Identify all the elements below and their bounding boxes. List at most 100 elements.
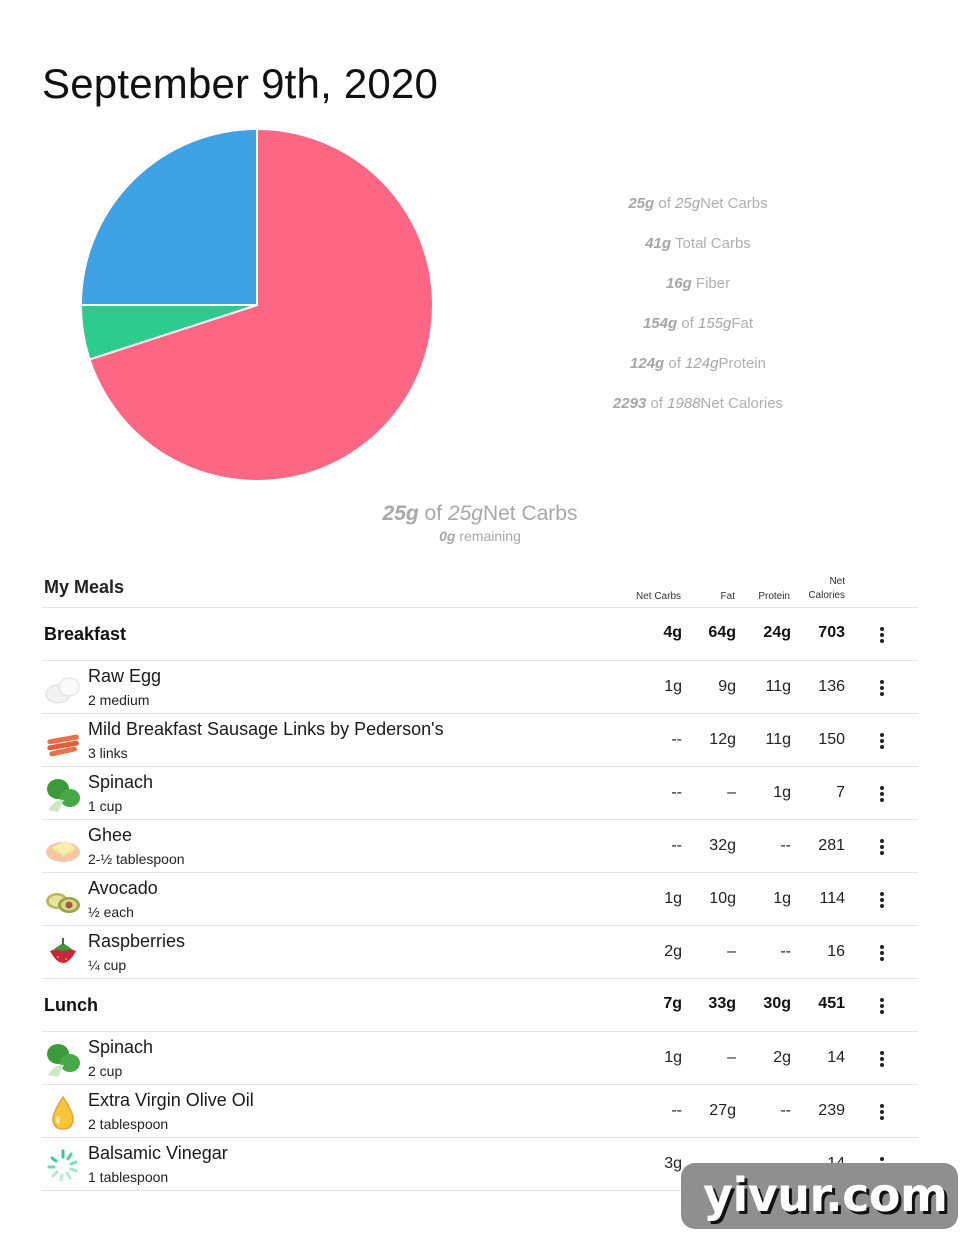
food-fat: –: [727, 943, 736, 960]
more-options-icon[interactable]: [876, 625, 888, 645]
more-options-icon[interactable]: [876, 784, 888, 804]
macro-pie-chart: [80, 128, 434, 482]
food-net-carbs: --: [671, 1102, 682, 1119]
food-protein: 11g: [765, 678, 791, 695]
raspberry-icon: [50, 938, 76, 964]
more-options-icon[interactable]: [876, 890, 888, 910]
food-serving: 2-½ tablespoon: [88, 851, 185, 867]
food-serving: ½ each: [88, 904, 134, 920]
col-header-net: Net: [829, 576, 845, 587]
food-row-spinach[interactable]: Spinach 2 cup 1g – 2g 14: [42, 1032, 918, 1085]
food-row-spinach[interactable]: Spinach 1 cup -- – 1g 7: [42, 767, 918, 820]
summary-of: of: [658, 195, 671, 212]
summary-goal: 25g: [675, 195, 701, 212]
summary-label: Total Carbs: [674, 235, 751, 252]
food-calories: 7: [836, 784, 845, 801]
summary-net-calories: 2293 of 1988Net Calories: [560, 393, 836, 433]
summary-fat: 154g of 155gFat: [560, 313, 836, 353]
pie-slice-protein: [80, 128, 258, 306]
food-name: Ghee: [88, 825, 133, 845]
food-net-carbs: --: [671, 731, 682, 748]
pie-slice-fat: [88, 128, 434, 482]
food-name: Raspberries: [88, 931, 186, 951]
food-fat: 12g: [709, 731, 736, 748]
summary-net-carbs: 25g of 25gNet Carbs: [560, 193, 836, 233]
butter-icon: [46, 841, 80, 862]
pie-svg: [80, 128, 434, 482]
col-header-fat: Fat: [720, 591, 735, 602]
food-serving: 1 cup: [88, 798, 123, 814]
page-title: September 9th, 2020: [42, 60, 439, 107]
col-header-net-calories: Net Calories: [808, 575, 845, 603]
food-fat: –: [727, 784, 736, 801]
meal-name: Lunch: [44, 995, 98, 1015]
food-name: Avocado: [88, 878, 158, 898]
watermark-text: yivur.com: [703, 1168, 948, 1222]
food-fat: 9g: [718, 678, 736, 695]
col-header-net-carbs: Net Carbs: [635, 591, 681, 602]
food-row-raspberries[interactable]: Raspberries ¼ cup 2g – -- 16: [42, 926, 918, 979]
food-protein: --: [780, 837, 791, 854]
net-carbs-of: of: [424, 502, 443, 525]
food-name: Balsamic Vinegar: [88, 1143, 228, 1163]
food-serving: 3 links: [88, 745, 128, 761]
summary-label: Net Carbs: [700, 195, 768, 212]
net-carbs-goal: 25g: [447, 502, 483, 525]
spinach-icon: [47, 1044, 80, 1077]
food-protein: 1g: [773, 890, 791, 907]
sausage-icon: [47, 734, 79, 757]
meals-table: My Meals Net Carbs Fat Protein Net Calor…: [42, 566, 918, 1191]
food-protein: 1g: [773, 784, 791, 801]
meal-fat: 64g: [708, 624, 736, 641]
net-carbs-total: 25g of 25gNet Carbs: [280, 500, 680, 528]
summary-goal: 155g: [698, 315, 732, 332]
more-options-icon[interactable]: [876, 996, 888, 1016]
summary-of: of: [668, 355, 681, 372]
food-serving: ¼ cup: [88, 957, 127, 973]
meal-protein: 30g: [763, 995, 791, 1012]
summary-of: of: [681, 315, 694, 332]
food-net-carbs: --: [671, 837, 682, 854]
food-calories: 114: [819, 890, 845, 907]
food-name: Raw Egg: [88, 666, 162, 686]
food-calories: 136: [818, 678, 845, 695]
meal-group-breakfast[interactable]: Breakfast 4g 64g 24g 703: [42, 608, 918, 661]
more-options-icon[interactable]: [876, 1049, 888, 1069]
more-options-icon[interactable]: [876, 1102, 888, 1122]
food-name: Spinach: [88, 772, 154, 792]
food-net-carbs: 1g: [664, 890, 682, 907]
food-serving: 2 medium: [88, 692, 150, 708]
more-options-icon[interactable]: [876, 731, 888, 751]
meal-net-carbs: 4g: [663, 624, 682, 641]
net-carbs-value: 25g: [382, 502, 419, 525]
meal-fat: 33g: [708, 995, 736, 1012]
food-row-raw-egg[interactable]: Raw Egg 2 medium 1g 9g 11g 136: [42, 661, 918, 714]
more-options-icon[interactable]: [876, 943, 888, 963]
food-fat: 27g: [709, 1102, 736, 1119]
summary-of: of: [650, 395, 663, 412]
summary-label: Net Calories: [700, 395, 784, 412]
more-options-icon[interactable]: [876, 837, 888, 857]
food-fat: –: [727, 1049, 736, 1066]
food-fat: 32g: [709, 837, 736, 854]
summary-value: 16g: [665, 275, 692, 292]
food-row-ghee[interactable]: Ghee 2-½ tablespoon -- 32g -- 281: [42, 820, 918, 873]
summary-value: 154g: [642, 315, 678, 332]
meals-title: My Meals: [44, 577, 125, 597]
food-name: Mild Breakfast Sausage Links by Pederson…: [88, 719, 444, 739]
food-calories: 16: [827, 943, 845, 960]
food-net-carbs: 1g: [664, 1049, 682, 1066]
loading-spinner-icon: [47, 1149, 78, 1182]
summary-value: 41g: [645, 235, 672, 252]
meal-group-lunch[interactable]: Lunch 7g 33g 30g 451: [42, 979, 918, 1032]
col-header-protein: Protein: [758, 591, 790, 602]
food-serving: 2 tablespoon: [88, 1116, 169, 1132]
summary-goal: 124g: [685, 355, 719, 372]
meal-name: Breakfast: [44, 624, 127, 644]
more-options-icon[interactable]: [876, 678, 888, 698]
food-row-olive-oil[interactable]: Extra Virgin Olive Oil 2 tablespoon -- 2…: [42, 1085, 918, 1138]
food-row-sausage[interactable]: Mild Breakfast Sausage Links by Pederson…: [42, 714, 918, 767]
food-row-avocado[interactable]: Avocado ½ each 1g 10g 1g 114: [42, 873, 918, 926]
net-carbs-summary: 25g of 25gNet Carbs 0g remaining: [280, 500, 680, 545]
food-calories: 281: [818, 837, 845, 854]
